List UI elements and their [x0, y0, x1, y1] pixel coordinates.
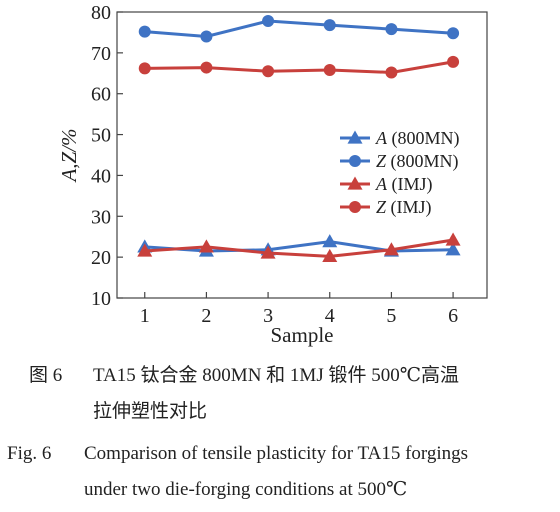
data-point	[323, 19, 336, 32]
data-point	[445, 242, 461, 256]
legend-marker	[347, 130, 363, 144]
data-point	[445, 232, 461, 246]
data-point	[262, 14, 275, 27]
legend-item: Z (800MN)	[340, 151, 459, 172]
series-2	[137, 232, 461, 262]
x-tick-label: 3	[263, 305, 273, 327]
data-point	[260, 245, 276, 259]
legend-label: Z (800MN)	[376, 151, 459, 172]
legend-label: Z (IMJ)	[376, 197, 432, 218]
series-line	[144, 240, 454, 253]
data-point	[138, 25, 151, 38]
legend-marker	[349, 201, 361, 213]
legend-item: A (IMJ)	[340, 174, 433, 195]
data-point	[385, 66, 398, 79]
data-point	[198, 239, 214, 253]
y-axis-ticks: 10 20 30 40 50 60 70 80	[91, 2, 123, 310]
caption-cn-line1: TA15 钛合金 800MN 和 1MJ 锻件 500℃高温	[93, 365, 459, 386]
data-point	[200, 30, 213, 43]
legend-label: A (IMJ)	[375, 174, 433, 195]
data-point	[323, 64, 336, 77]
legend-label: A (800MN)	[375, 128, 460, 149]
series-1	[138, 14, 460, 43]
caption-en-line1: Comparison of tensile plasticity for TA1…	[84, 443, 469, 464]
y-tick-label: 60	[91, 84, 111, 106]
series-line	[144, 60, 454, 74]
x-tick-label: 1	[140, 305, 150, 327]
caption-en-line2: under two die-forging conditions at 500℃	[84, 479, 408, 500]
legend-marker	[347, 176, 363, 190]
y-tick-label: 20	[91, 247, 111, 269]
data-point	[383, 242, 399, 256]
x-tick-label: 4	[325, 305, 335, 327]
series-line	[144, 238, 454, 258]
series-layer	[137, 14, 461, 262]
legend-item: A (800MN)	[340, 128, 460, 149]
caption-cn-label: 图 6	[29, 365, 63, 386]
series-line	[144, 19, 454, 39]
data-point	[447, 55, 460, 68]
line-chart: 10 20 30 40 50 60 70 80 1 2 3 4 5 6 Sample A,Z/% A (…	[57, 2, 488, 347]
series-3	[138, 55, 460, 79]
legend-marker	[349, 155, 361, 167]
data-point	[447, 27, 460, 40]
plot-frame	[116, 11, 488, 299]
x-axis-title: Sample	[271, 323, 334, 347]
data-point	[137, 243, 153, 257]
x-tick-label: 5	[386, 305, 396, 327]
y-tick-label: 80	[91, 2, 111, 24]
y-tick-label: 40	[91, 165, 111, 187]
y-tick-label: 30	[91, 206, 111, 228]
y-axis-title: A,Z/%	[57, 128, 81, 183]
x-tick-label: 2	[201, 305, 211, 327]
data-point	[322, 234, 338, 248]
legend: A (800MN)Z (800MN)A (IMJ)Z (IMJ)	[340, 128, 460, 218]
x-axis-ticks: 1 2 3 4 5 6	[140, 292, 458, 327]
data-point	[322, 248, 338, 262]
data-point	[138, 62, 151, 75]
y-tick-label: 50	[91, 125, 111, 147]
x-tick-label: 6	[448, 305, 458, 327]
y-tick-label: 70	[91, 43, 111, 65]
data-point	[200, 61, 213, 74]
data-point	[262, 65, 275, 78]
caption-en-label: Fig. 6	[7, 443, 52, 464]
caption-cn-line2: 拉伸塑性对比	[93, 401, 208, 422]
data-point	[385, 23, 398, 36]
y-tick-label: 10	[91, 288, 111, 310]
legend-item: Z (IMJ)	[340, 197, 432, 218]
